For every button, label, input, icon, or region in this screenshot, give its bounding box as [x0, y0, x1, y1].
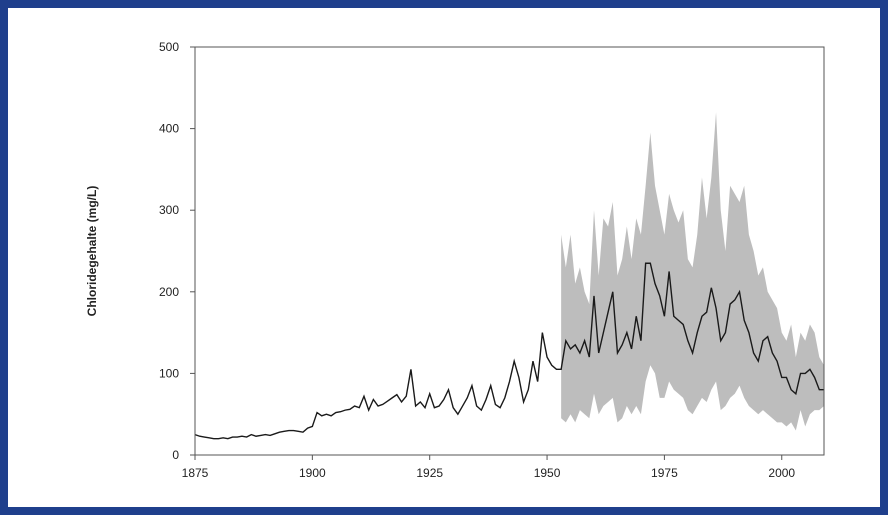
y-tick-label: 0 [172, 448, 179, 462]
y-tick-label: 500 [159, 40, 179, 54]
y-tick-label: 200 [159, 285, 179, 299]
x-tick-label: 1900 [299, 466, 326, 480]
x-tick-label: 1925 [416, 466, 443, 480]
confidence-band [561, 112, 824, 431]
y-tick-label: 400 [159, 122, 179, 136]
line [194, 262, 824, 440]
plot-box [194, 46, 825, 456]
x-tick-label: 1975 [651, 466, 678, 480]
x-tick-label: 2000 [768, 466, 795, 480]
y-tick-label: 300 [159, 203, 179, 217]
x-tick-label: 1950 [534, 466, 561, 480]
x-tick-label: 1875 [182, 466, 209, 480]
y-tick-label: 100 [159, 366, 179, 380]
y-axis-label: Chloridegehalte (mg/L) [85, 186, 99, 317]
